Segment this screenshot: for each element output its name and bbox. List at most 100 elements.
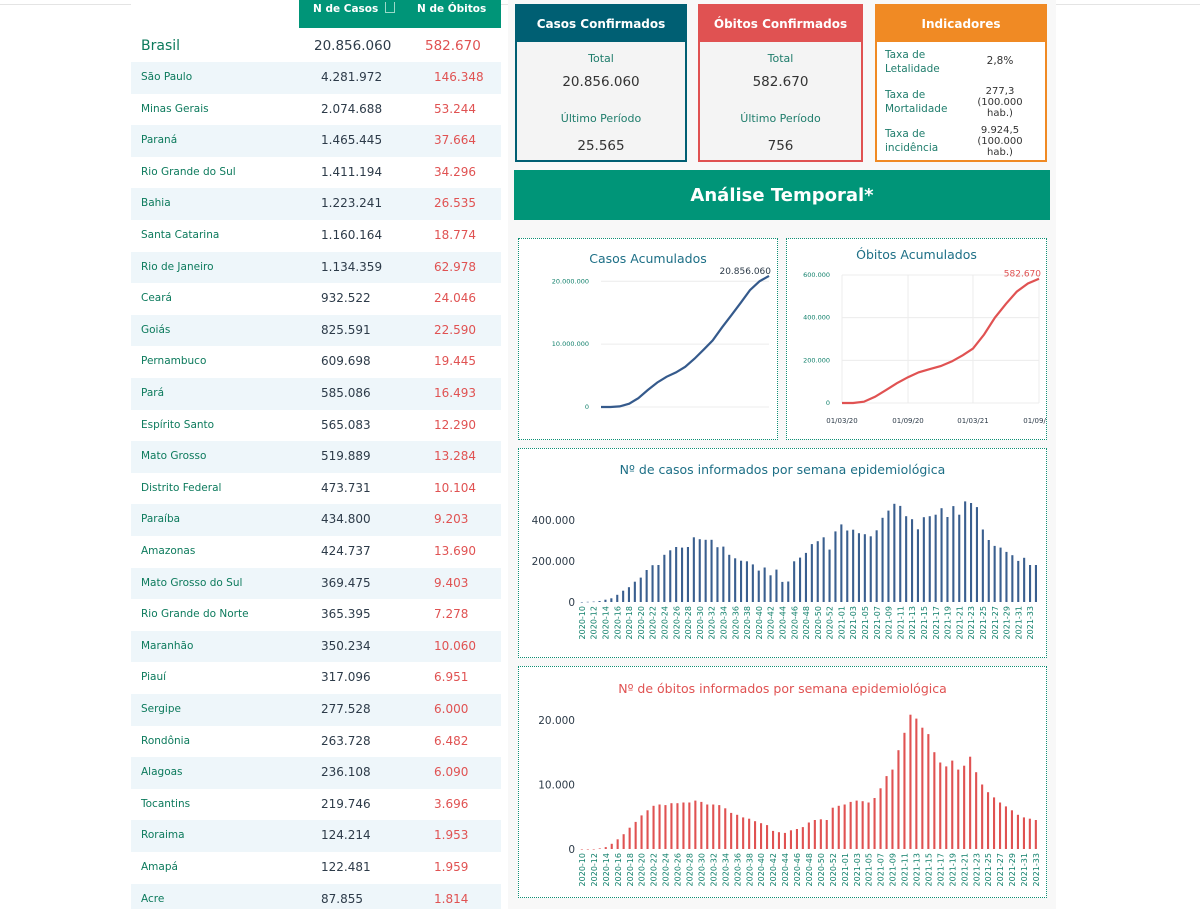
chart-casos-acumulados[interactable]: Casos Acumulados 0 10.000.000 20.000.000 20.… <box>519 239 777 439</box>
x-tick-label: 2021-13 <box>913 853 922 886</box>
bar <box>975 507 978 602</box>
chart-obitos-semana-panel[interactable]: Nº de óbitos informados por semana epide… <box>518 666 1047 898</box>
x-tick-label: 2021-13 <box>908 606 917 639</box>
bar <box>905 516 908 602</box>
table-row[interactable]: Mato Grosso 519.889 13.284 <box>131 441 501 473</box>
row-obitos: 13.284 <box>434 449 476 464</box>
chart-casos-semana[interactable]: Nº de casos informados por semana epidem… <box>519 449 1046 657</box>
row-obitos: 146.348 <box>434 70 484 84</box>
bar <box>1004 806 1007 849</box>
table-row[interactable]: Rio Grande do Norte 365.395 7.278 <box>131 599 501 631</box>
bar <box>769 575 772 602</box>
indicador-incidencia-value: 9.924,5 (100.000 hab.) <box>977 125 1023 158</box>
table-row[interactable]: Goiás 825.591 22.590 <box>131 314 501 347</box>
table-row[interactable]: Minas Gerais 2.074.688 53.244 <box>131 94 501 126</box>
card-indicadores-title: Indicadores <box>877 4 1045 42</box>
bar <box>592 601 595 603</box>
table-row[interactable]: São Paulo 4.281.972 146.348 <box>131 62 501 94</box>
chart-title: Óbitos Acumulados <box>856 247 977 262</box>
table-row[interactable]: Pará 585.086 16.493 <box>131 378 501 410</box>
indicador-letalidade-label: Taxa de Letalidade <box>885 49 940 75</box>
bar <box>993 797 996 849</box>
bar <box>692 537 695 602</box>
table-row[interactable]: Rondônia 263.728 6.482 <box>131 726 501 758</box>
bar <box>639 577 642 602</box>
x-tick-label: 2021-31 <box>1014 606 1023 639</box>
table-row[interactable]: Rio Grande do Sul 1.411.194 34.296 <box>131 157 501 189</box>
row-casos: 122.481 <box>321 860 371 874</box>
bar <box>831 807 834 849</box>
row-name: Alagoas <box>141 766 183 779</box>
bar <box>893 503 896 602</box>
bar <box>837 805 840 849</box>
row-obitos: 62.978 <box>434 259 476 274</box>
table-row[interactable]: Amazonas 424.737 13.690 <box>131 536 501 568</box>
series-line <box>842 277 1040 405</box>
row-name: Rio de Janeiro <box>141 260 214 273</box>
sort-icon[interactable] <box>385 2 395 13</box>
table-row[interactable]: Acre 87.855 1.814 <box>131 883 501 909</box>
row-name: Goiás <box>141 323 171 336</box>
row-name: Espírito Santo <box>141 418 215 431</box>
table-row[interactable]: Ceará 932.522 24.046 <box>131 283 501 315</box>
chart-obitos-acumulados-panel[interactable]: Óbitos Acumulados 0 200.000 400.000 600.000 0… <box>786 238 1055 440</box>
table-row[interactable]: Maranhão 350.234 10.060 <box>131 630 501 663</box>
table-row[interactable]: Roraima 124.214 1.953 <box>131 820 501 852</box>
table-row[interactable]: Espírito Santo 565.083 12.290 <box>131 410 501 442</box>
x-tick-label: 2020-20 <box>637 606 646 639</box>
x-tick-label: 2021-25 <box>984 853 993 886</box>
x-tick-label: 2021-11 <box>901 853 910 886</box>
x-tick-label: 2020-42 <box>767 606 776 639</box>
row-name: Tocantins <box>141 797 191 810</box>
bar <box>946 517 949 602</box>
y-tick-label: 400.000 <box>803 314 830 322</box>
card-casos-total-label: Total <box>588 52 614 65</box>
table-row[interactable]: Sergipe 277.528 6.000 <box>131 694 501 726</box>
bar <box>706 804 709 849</box>
table-row[interactable]: Distrito Federal 473.731 10.104 <box>131 473 501 505</box>
table-row[interactable]: Santa Catarina 1.160.164 18.774 <box>131 220 501 252</box>
x-tick-label: 2021-27 <box>996 853 1005 886</box>
x-tick-label: 2021-03 <box>853 853 862 886</box>
x-tick-label: 2021-17 <box>936 853 945 886</box>
bar <box>718 805 721 849</box>
bar <box>843 804 846 849</box>
chart-casos-acumulados-panel[interactable]: Casos Acumulados 0 10.000.000 20.000.000 20.… <box>518 238 778 440</box>
row-casos: 932.522 <box>321 291 371 306</box>
header-casos[interactable]: N de Casos <box>313 3 379 15</box>
bar <box>927 734 930 849</box>
y-tick-label: 0 <box>826 399 830 407</box>
chart-obitos-acumulados[interactable]: Óbitos Acumulados 0 200.000 400.000 600.000 0… <box>787 239 1055 439</box>
table-row[interactable]: Bahia 1.223.241 26.535 <box>131 188 501 220</box>
table-row[interactable]: Alagoas 236.108 6.090 <box>131 757 501 789</box>
x-tick-label: 2021-15 <box>925 853 934 886</box>
x-tick-label: 2020-10 <box>578 606 587 639</box>
row-casos: 219.746 <box>321 796 371 811</box>
table-row[interactable]: Amapá 122.481 1.959 <box>131 852 501 884</box>
bar <box>975 772 978 849</box>
bar <box>909 714 912 849</box>
chart-obitos-semana[interactable]: Nº de óbitos informados por semana epide… <box>519 667 1046 897</box>
y-tick-label: 0 <box>585 403 589 411</box>
chart-casos-semana-panel[interactable]: Nº de casos informados por semana epidem… <box>518 448 1047 658</box>
table-row[interactable]: Tocantins 219.746 3.696 <box>131 789 501 821</box>
row-casos: 2.074.688 <box>321 101 383 116</box>
bar <box>634 821 637 849</box>
table-row[interactable]: Paraíba 434.800 9.203 <box>131 504 501 536</box>
card-obitos-total: 582.670 <box>752 74 809 90</box>
bar <box>855 800 858 849</box>
table-row[interactable]: Paraná 1.465.445 37.664 <box>131 125 501 157</box>
table-row[interactable]: Pernambuco 609.698 19.445 <box>131 346 501 378</box>
table-row[interactable]: Piauí 317.096 6.951 <box>131 662 501 694</box>
bar <box>799 557 802 602</box>
table-row[interactable]: Mato Grosso do Sul 369.475 9.403 <box>131 567 501 600</box>
bar <box>999 547 1002 602</box>
x-tick-label: 2020-28 <box>684 606 693 639</box>
y-tick-label: 200.000 <box>803 356 830 364</box>
header-obitos[interactable]: N de Óbitos <box>417 3 487 15</box>
table-row[interactable]: Rio de Janeiro 1.134.359 62.978 <box>131 251 501 284</box>
bar <box>598 848 601 849</box>
row-obitos: 1.814 <box>434 891 469 906</box>
row-obitos: 24.046 <box>434 291 476 306</box>
